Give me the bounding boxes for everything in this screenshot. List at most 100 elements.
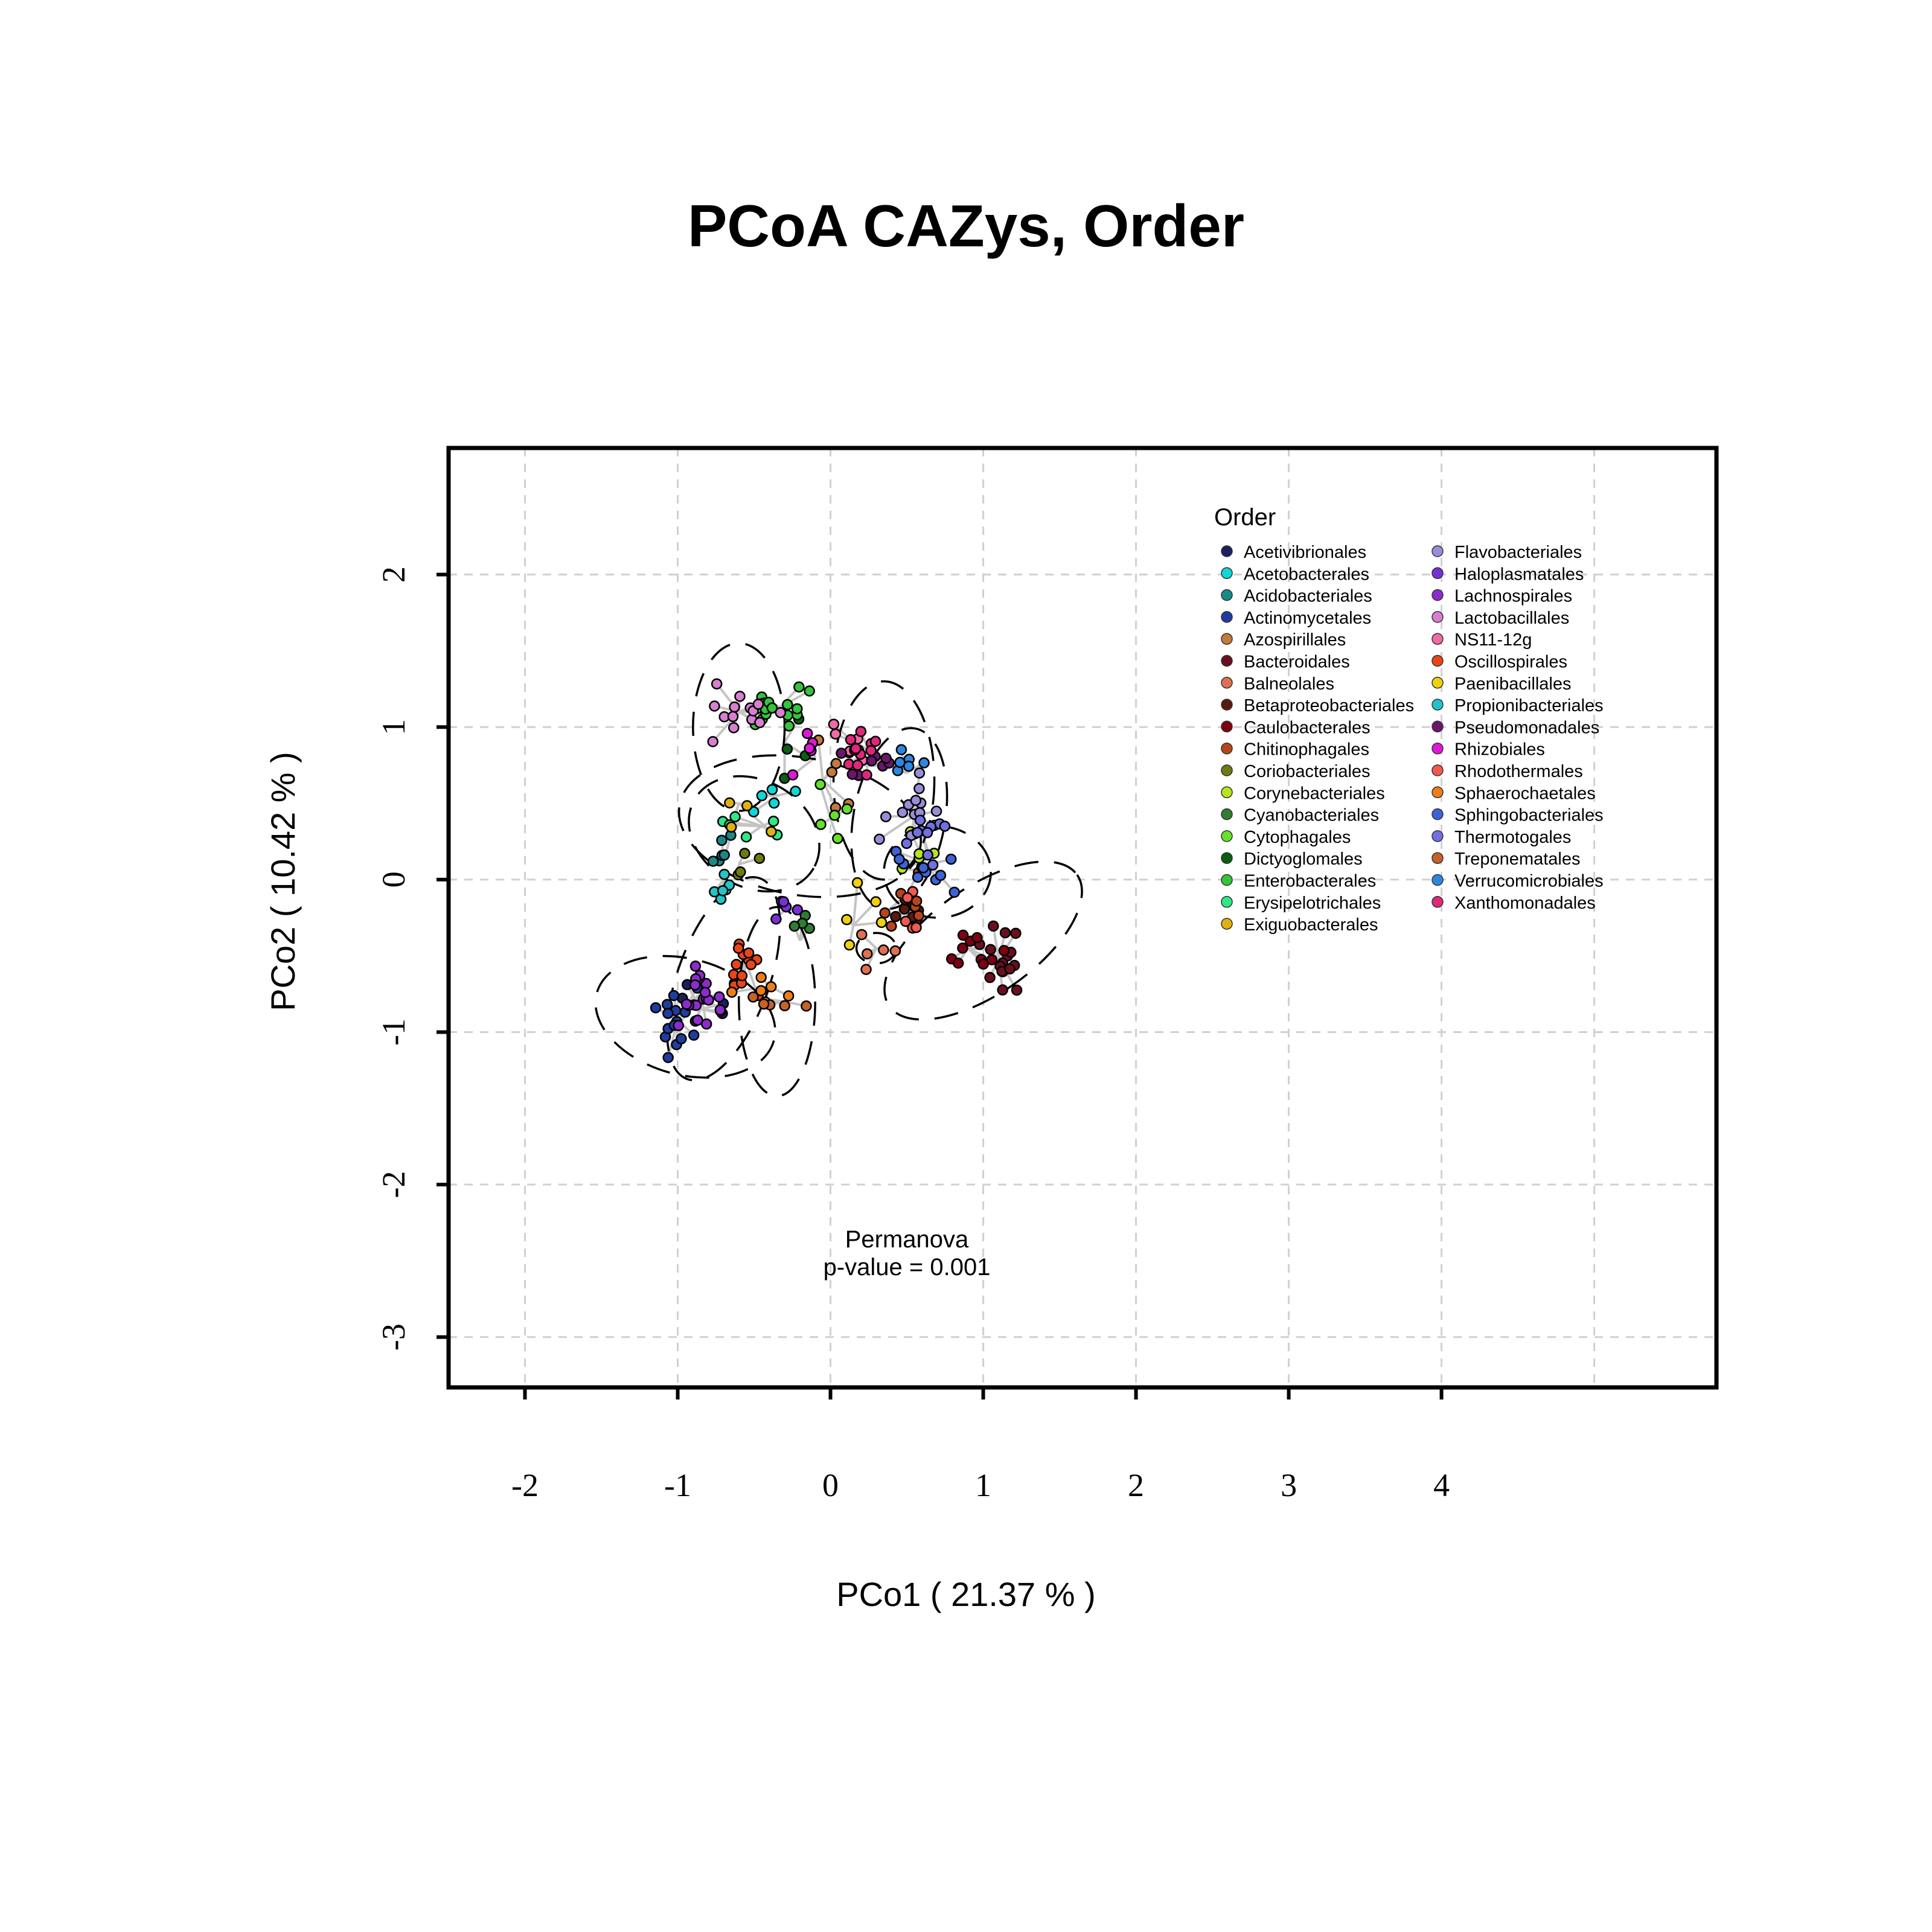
data-point: [1010, 927, 1022, 939]
legend-label: Sphingobacteriales: [1454, 806, 1604, 825]
data-point: [874, 833, 885, 845]
data-point: [903, 760, 915, 772]
data-point: [770, 913, 782, 925]
legend-swatch: [1221, 589, 1233, 601]
data-point: [997, 984, 1008, 996]
x-axis-label: PCo1 ( 21.37 % ): [836, 1575, 1096, 1613]
x-axis-ticks: -2 -1 0 1 2 3 4: [511, 1387, 1450, 1503]
y-tick-label: -3: [376, 1323, 412, 1351]
legend-label: Cyanobacteriales: [1244, 806, 1379, 825]
legend-label: Coriobacteriales: [1244, 762, 1371, 781]
x-tick-label: 1: [975, 1467, 991, 1503]
data-point: [921, 827, 933, 839]
data-point: [778, 896, 790, 907]
data-point: [711, 678, 723, 689]
legend-label: Caulobacterales: [1244, 718, 1371, 737]
data-point: [801, 1000, 812, 1012]
legend-swatch: [1221, 874, 1233, 886]
x-tick-label: 2: [1128, 1467, 1144, 1503]
data-point: [862, 948, 873, 960]
legend-swatch: [1431, 742, 1444, 755]
data-point: [748, 806, 760, 817]
legend-swatch: [1221, 654, 1233, 667]
data-point: [804, 685, 815, 697]
data-point: [832, 833, 843, 844]
data-point: [692, 1014, 703, 1026]
data-point: [927, 859, 939, 871]
legend-swatch: [1431, 633, 1444, 645]
legend-label: Corynebacteriales: [1244, 784, 1385, 803]
data-point: [801, 728, 813, 740]
legend-label: Enterobacterales: [1244, 872, 1376, 891]
legend-label: Haloplasmatales: [1454, 565, 1584, 584]
data-point: [739, 848, 750, 859]
data-point: [870, 896, 881, 907]
data-point: [689, 961, 702, 972]
legend: Order Acetivibrionales Acetobacterales Aci…: [1214, 504, 1604, 935]
data-point: [732, 942, 744, 954]
legend-swatch: [1431, 852, 1444, 864]
legend-swatch: [1221, 786, 1233, 799]
plot-frame: [446, 446, 1719, 1390]
legend-label: Betaproteobacteriales: [1244, 696, 1414, 715]
legend-label: Lactobacillales: [1454, 609, 1569, 628]
data-point: [662, 1008, 674, 1019]
data-point: [741, 800, 753, 811]
legend-label: Oscillospirales: [1454, 653, 1567, 672]
data-point: [676, 1033, 687, 1044]
data-point: [707, 856, 719, 867]
data-point: [869, 735, 881, 747]
legend-label: Rhodothermales: [1454, 762, 1583, 781]
data-point: [913, 910, 924, 921]
data-point: [781, 743, 793, 755]
data-point: [846, 769, 859, 780]
data-point: [918, 757, 930, 769]
data-point: [779, 1000, 790, 1012]
data-point: [735, 866, 746, 878]
data-point: [829, 810, 840, 821]
data-point: [930, 805, 942, 817]
data-point: [714, 991, 725, 1003]
data-point: [986, 954, 998, 965]
data-point: [792, 904, 804, 916]
data-point: [910, 922, 922, 933]
legend-label: Verrucomicrobiales: [1454, 872, 1604, 891]
data-point: [880, 811, 892, 822]
data-point: [661, 999, 673, 1010]
x-tick-label: 3: [1281, 1467, 1297, 1503]
data-point: [880, 752, 892, 764]
group-ellipse: [594, 955, 776, 1079]
group-ellipse: [737, 906, 816, 1098]
data-point: [752, 699, 764, 710]
group-ellipse: [677, 754, 922, 898]
legend-label: Chitinophagales: [1244, 740, 1369, 760]
legend-swatch: [1221, 852, 1233, 864]
legend-label: NS11-12g: [1454, 630, 1532, 650]
data-point: [689, 979, 701, 991]
legend-swatch: [1221, 742, 1233, 755]
data-point: [900, 915, 912, 927]
grid-lines: [449, 448, 1716, 1387]
data-point: [910, 795, 922, 806]
data-point: [988, 920, 999, 932]
data-point: [673, 1020, 684, 1031]
data-point: [718, 849, 730, 861]
data-point: [792, 703, 803, 715]
data-point: [753, 852, 766, 864]
data-point: [922, 849, 933, 861]
data-point: [913, 767, 926, 779]
data-point: [729, 811, 741, 823]
data-point: [747, 991, 759, 1003]
data-point: [1011, 984, 1023, 996]
y-axis-label: PCo2 ( 10.42 % ): [264, 752, 302, 1011]
data-point: [707, 736, 718, 747]
legend-label: Balneolales: [1244, 674, 1334, 694]
legend-swatch: [1431, 874, 1444, 886]
legend-label: Sphaerochaetales: [1454, 784, 1596, 803]
legend-label: Treponematales: [1454, 849, 1580, 869]
data-point: [815, 819, 827, 830]
legend-swatch: [1221, 808, 1233, 820]
x-tick-label: 4: [1433, 1467, 1450, 1503]
legend-label: Cytophagales: [1244, 828, 1351, 847]
data-point: [790, 785, 801, 797]
